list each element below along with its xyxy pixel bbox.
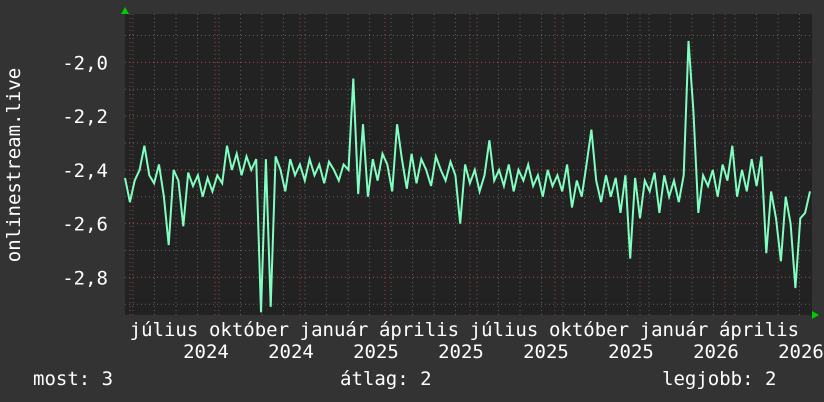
x-axis-arrow-icon	[812, 311, 819, 319]
x-tick-year-label: 2025	[608, 341, 654, 363]
x-tick-year-label: 2024	[268, 341, 314, 363]
x-tick-label: július	[130, 319, 199, 341]
x-tick-label: április	[379, 319, 459, 341]
x-tick-year-label: 2026	[693, 341, 739, 363]
y-tick-label: -2,0	[62, 52, 108, 74]
y-tick-label: -2,6	[62, 214, 108, 236]
x-tick-year-label: 2026	[778, 341, 824, 363]
y-tick-label: -2,4	[62, 160, 108, 182]
x-tick-year-label: 2025	[523, 341, 569, 363]
x-tick-label: július	[470, 319, 539, 341]
plot-area	[125, 14, 812, 315]
x-tick-label: október	[549, 319, 629, 341]
y-tick-label: -2,2	[62, 106, 108, 128]
x-tick-year-label: 2025	[438, 341, 484, 363]
best-value: legjobb: 2	[662, 368, 777, 390]
x-tick-label: január	[640, 319, 709, 341]
x-tick-year-label: 2025	[353, 341, 399, 363]
x-tick-year-label: 2024	[183, 341, 229, 363]
average-value: átlag: 2	[340, 368, 432, 390]
x-tick-label: április	[719, 319, 799, 341]
y-axis-arrow-icon	[121, 7, 129, 14]
y-tick-label: -2,8	[62, 267, 108, 289]
y-axis-label: onlinestream.live	[3, 68, 25, 262]
current-value: most: 3	[33, 368, 114, 390]
series-line	[124, 40, 811, 313]
x-tick-label: október	[209, 319, 289, 341]
x-tick-label: január	[300, 319, 369, 341]
